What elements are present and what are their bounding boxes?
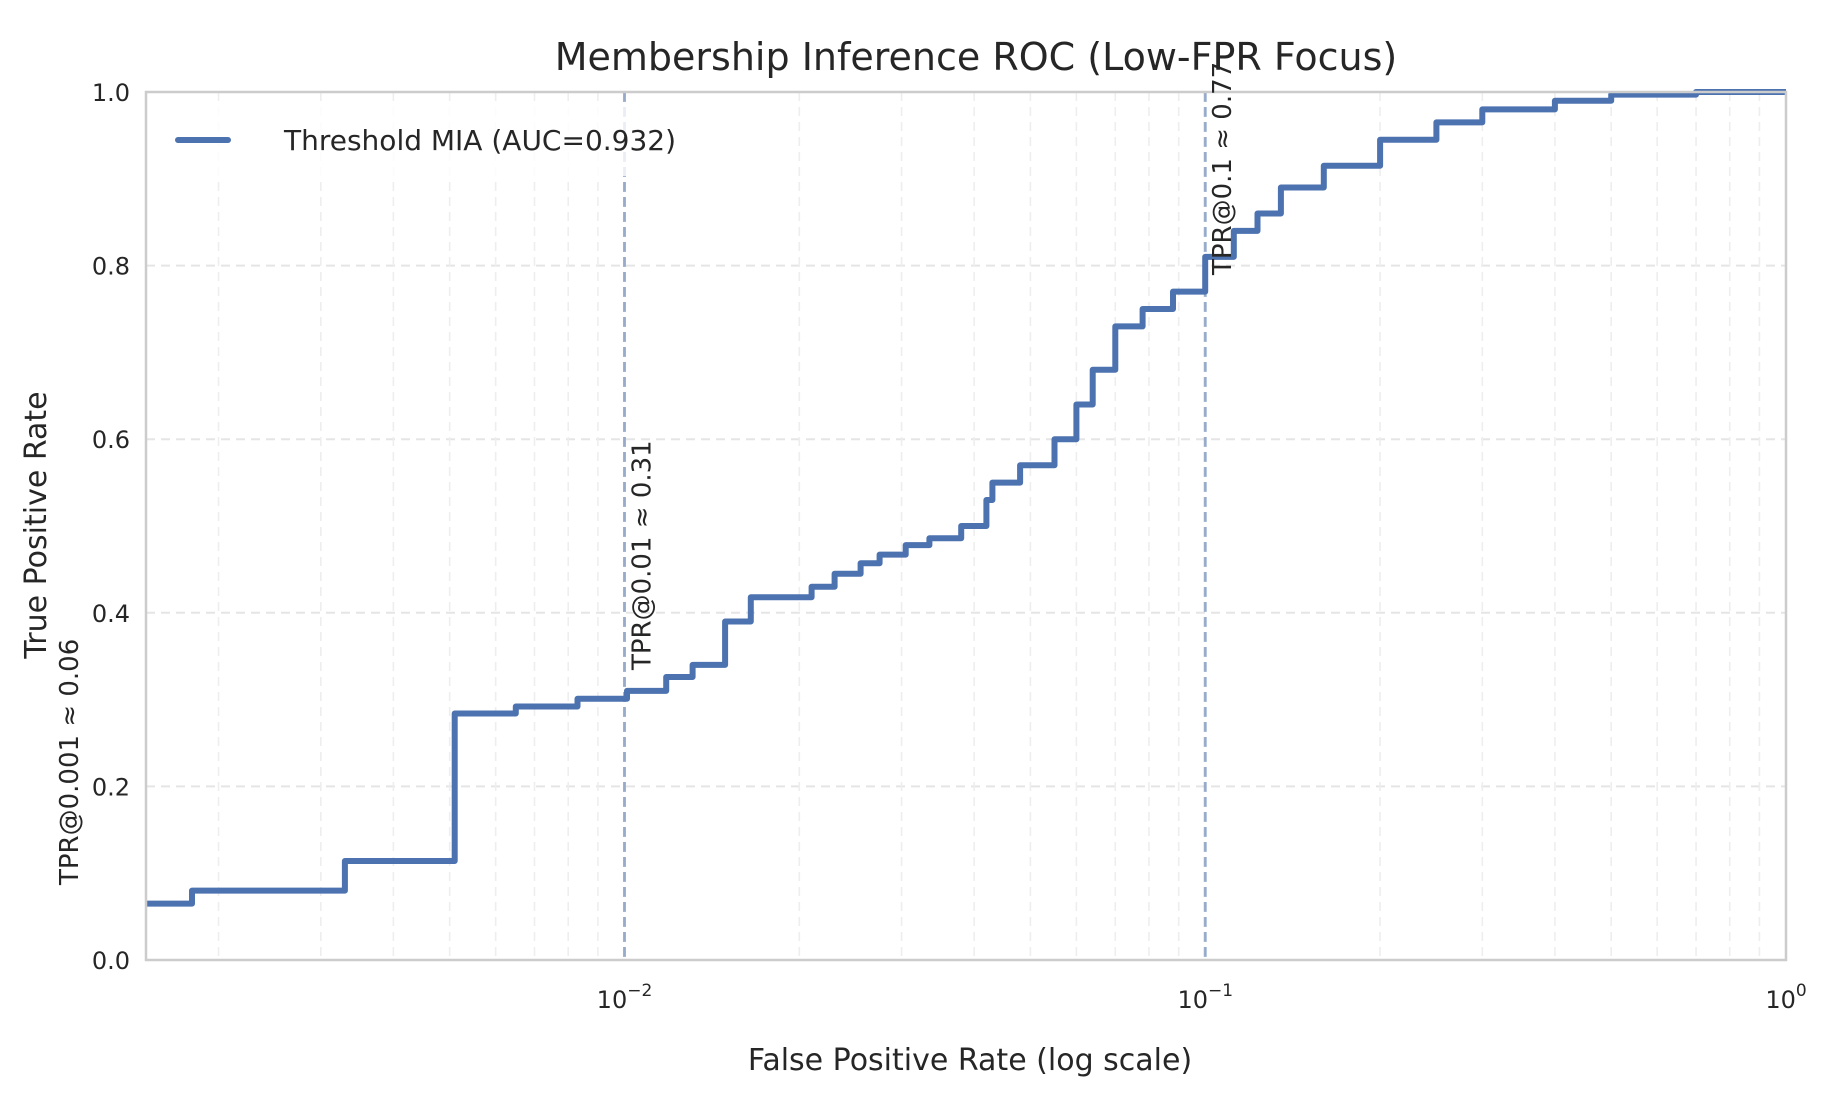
y-tick-label: 1.0 — [92, 79, 130, 107]
roc-curve-line — [146, 89, 1786, 907]
y-tick-label: 0.8 — [92, 253, 130, 281]
x-tick-label: 10−2 — [597, 981, 653, 1014]
legend-label: Threshold MIA (AUC=0.932) — [283, 124, 676, 157]
annotation-label: TPR@0.01 ≈ 0.31 — [628, 440, 658, 671]
x-axis-label: False Positive Rate (log scale) — [748, 1043, 1192, 1078]
chart-title: Membership Inference ROC (Low-FPR Focus) — [555, 35, 1398, 79]
series-lines — [146, 89, 1786, 907]
y-axis-label: True Positive Rate — [19, 391, 54, 659]
tick-labels: 0.0 0.2 0.4 0.6 0.8 1.0 10−2 10−1 100 — [92, 79, 1807, 1014]
annotation-label: TPR@0.1 ≈ 0.77 — [1208, 62, 1238, 276]
reference-lines — [622, 92, 1207, 960]
legend: Threshold MIA (AUC=0.932) — [160, 104, 760, 176]
y-tick-label: 0.6 — [92, 426, 130, 454]
y-tick-label: 0.0 — [92, 947, 130, 975]
x-tick-label: 10−1 — [1177, 981, 1233, 1014]
plot-frame — [144, 90, 1788, 962]
annotation-label: TPR@0.001 ≈ 0.06 — [55, 639, 85, 886]
annotations: TPR@0.001 ≈ 0.06 TPR@0.01 ≈ 0.31 TPR@0.1 ≈… — [55, 62, 1238, 886]
x-tick-label: 100 — [1765, 981, 1806, 1014]
legend-box — [160, 104, 760, 176]
y-tick-label: 0.4 — [92, 600, 130, 628]
y-tick-label: 0.2 — [92, 773, 130, 801]
